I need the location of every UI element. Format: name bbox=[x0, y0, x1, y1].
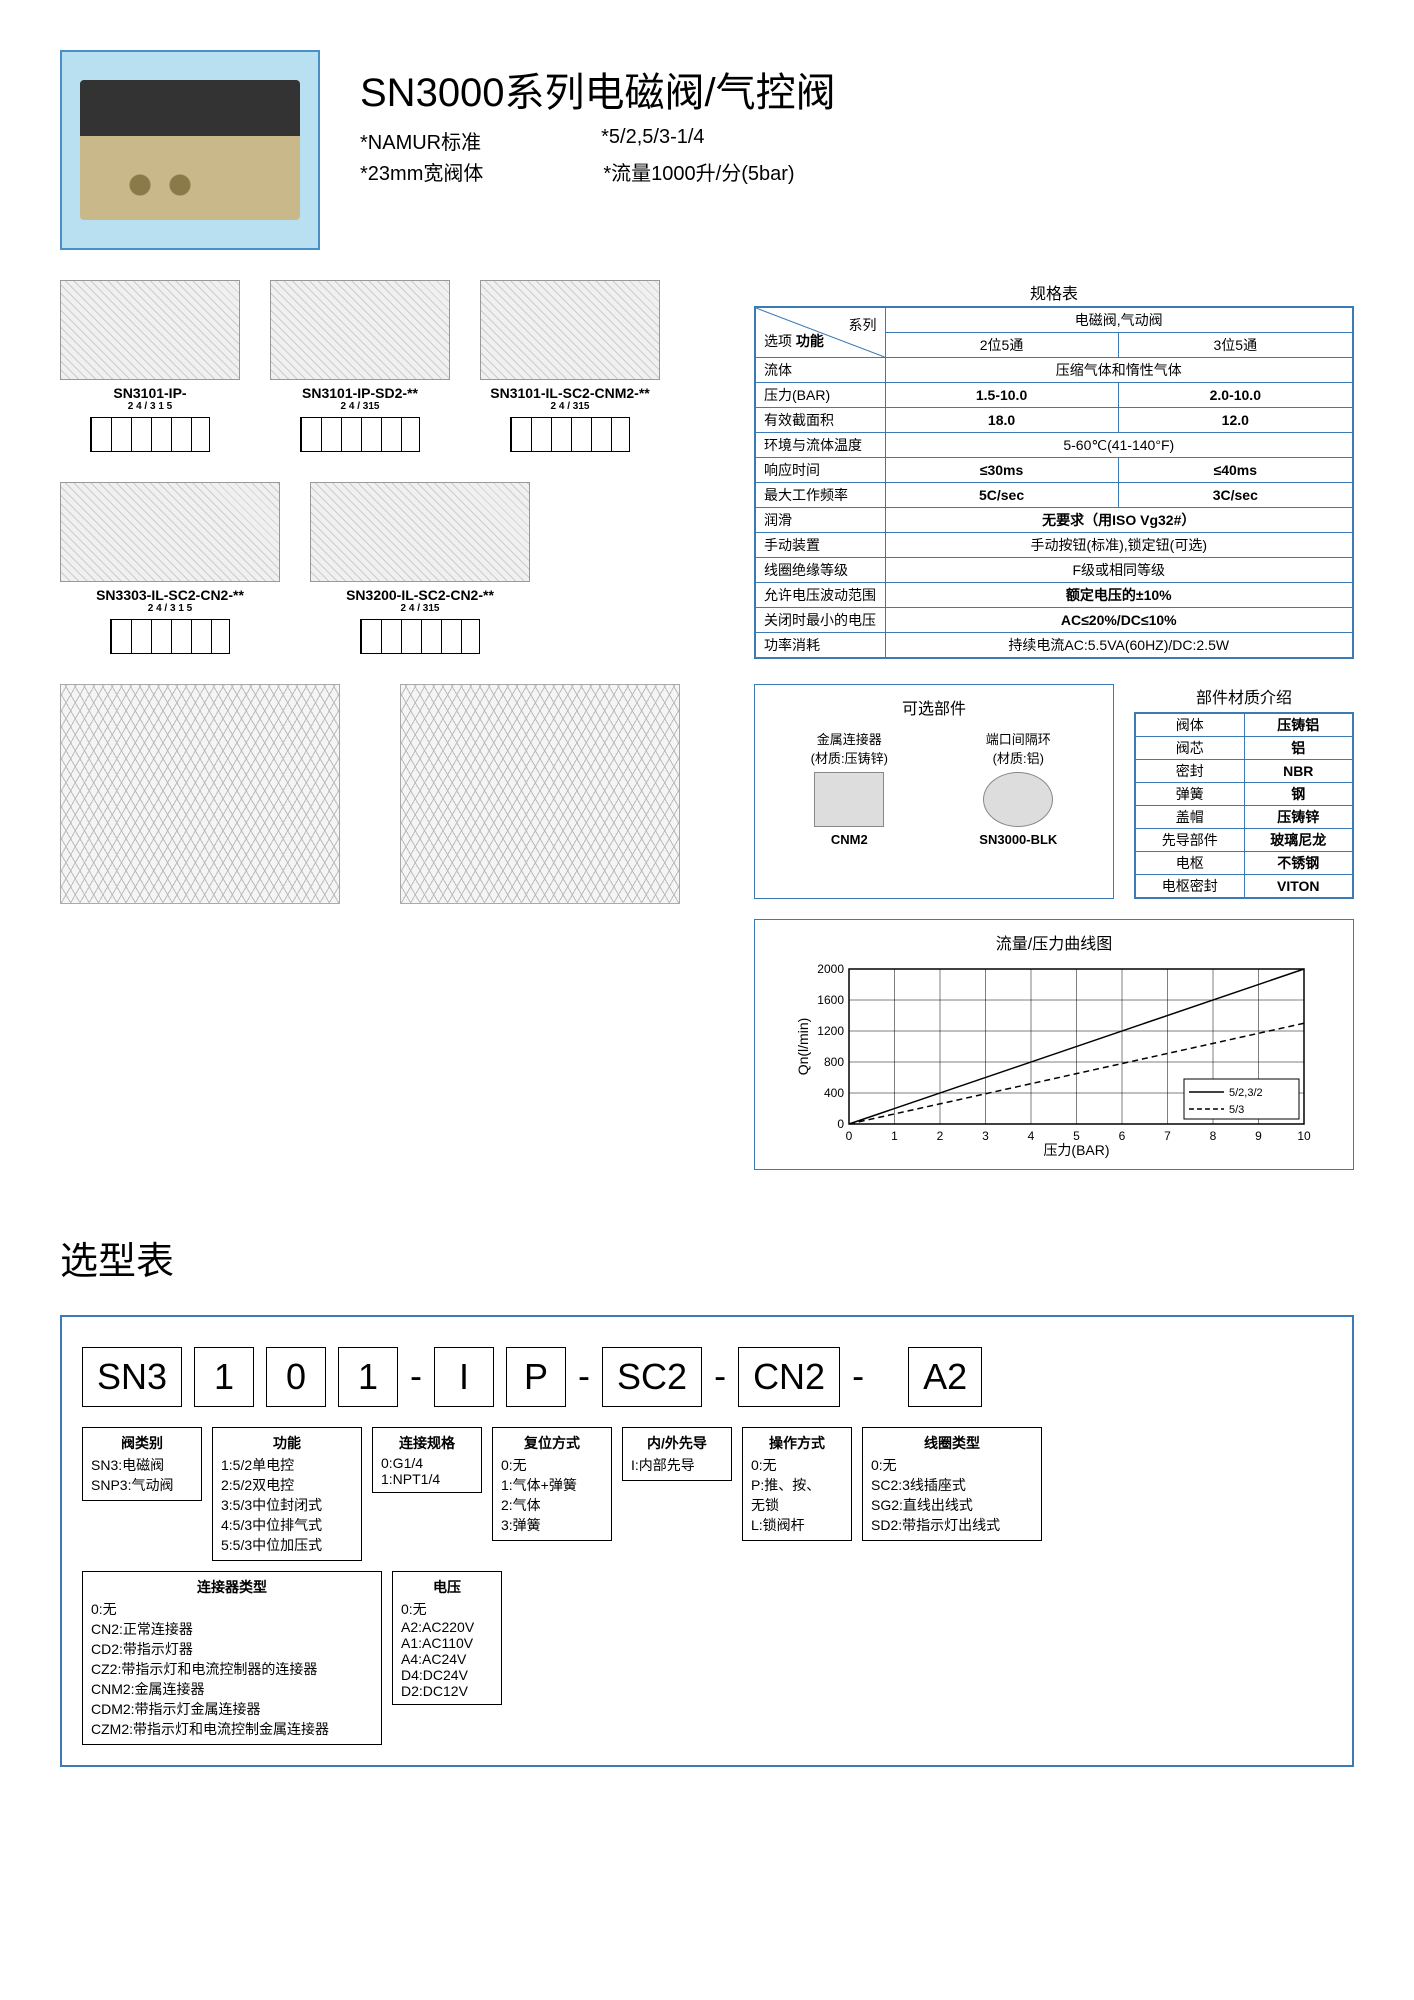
desc-volt: 电压0:无A2:AC220VA1:AC110VA4:AC24VD4:DC24VD… bbox=[392, 1571, 502, 1705]
code-segment: SN3 bbox=[82, 1347, 182, 1407]
svg-text:5/2,3/2: 5/2,3/2 bbox=[1229, 1087, 1263, 1099]
valve-variant: SN3101-IL-SC2-CNM2-**2 4 / 315 bbox=[480, 280, 660, 452]
desc-operate: 操作方式0:无P:推、按、 无锁L:锁阀杆 bbox=[742, 1427, 852, 1541]
svg-text:2: 2 bbox=[937, 1129, 944, 1143]
code-segment: I bbox=[434, 1347, 494, 1407]
svg-text:400: 400 bbox=[824, 1086, 844, 1100]
code-segment: SC2 bbox=[602, 1347, 702, 1407]
valve-variant: SN3200-IL-SC2-CN2-**2 4 / 315 bbox=[310, 482, 530, 654]
selection-title: 选型表 bbox=[60, 1230, 1354, 1285]
selection-diagram: SN3101-IP-SC2-CN2-A2 阀类别SN3:电磁阀SNP3:气动阀功… bbox=[60, 1315, 1354, 1767]
product-photo bbox=[60, 50, 320, 250]
svg-text:10: 10 bbox=[1297, 1129, 1311, 1143]
assembly-drawing bbox=[400, 684, 680, 904]
subtitle: *NAMUR标准 bbox=[360, 126, 481, 155]
code-segment: 1 bbox=[194, 1347, 254, 1407]
material-table: 部件材质介绍 阀体压铸铝阀芯铝密封NBR弹簧钢盖帽压铸锌先导部件玻璃尼龙电枢不锈… bbox=[1134, 684, 1354, 899]
valve-variant: SN3101-IP-SD2-**2 4 / 315 bbox=[270, 280, 450, 452]
code-segment: 1 bbox=[338, 1347, 398, 1407]
svg-text:8: 8 bbox=[1210, 1129, 1217, 1143]
assembly-drawing bbox=[60, 684, 340, 904]
svg-text:1600: 1600 bbox=[817, 993, 844, 1007]
desc-port: 连接规格0:G1/41:NPT1/4 bbox=[372, 1427, 482, 1493]
desc-conn: 连接器类型0:无CN2:正常连接器CD2:带指示灯器CZ2:带指示灯和电流控制器… bbox=[82, 1571, 382, 1745]
svg-text:6: 6 bbox=[1119, 1129, 1126, 1143]
spec-table: 系列选项 功能电磁阀,气动阀 2位5通3位5通 流体压缩气体和惰性气体压力(BA… bbox=[754, 306, 1354, 659]
svg-text:3: 3 bbox=[982, 1129, 989, 1143]
spec-table-title: 规格表 bbox=[754, 280, 1354, 304]
code-segment: 0 bbox=[266, 1347, 326, 1407]
valve-variant: SN3303-IL-SC2-CN2-**2 4 / 3 1 5 bbox=[60, 482, 280, 654]
svg-text:1: 1 bbox=[891, 1129, 898, 1143]
svg-text:4: 4 bbox=[1028, 1129, 1035, 1143]
code-segment: A2 bbox=[908, 1347, 982, 1407]
svg-text:9: 9 bbox=[1255, 1129, 1262, 1143]
subtitle: *流量1000升/分(5bar) bbox=[603, 157, 794, 186]
flow-pressure-chart: 流量/压力曲线图 0123456789100400800120016002000… bbox=[754, 919, 1354, 1170]
svg-text:800: 800 bbox=[824, 1055, 844, 1069]
svg-text:0: 0 bbox=[846, 1129, 853, 1143]
code-segment: CN2 bbox=[738, 1347, 840, 1407]
desc-coil: 线圈类型0:无SC2:3线插座式SG2:直线出线式SD2:带指示灯出线式 bbox=[862, 1427, 1042, 1541]
subtitle: *5/2,5/3-1/4 bbox=[601, 126, 704, 155]
svg-text:5: 5 bbox=[1073, 1129, 1080, 1143]
optional-parts-box: 可选部件 金属连接器(材质:压铸锌)CNM2 端口间隔环(材质:铝)SN3000… bbox=[754, 684, 1114, 899]
svg-text:1200: 1200 bbox=[817, 1024, 844, 1038]
desc-reset: 复位方式0:无1:气体+弹簧2:气体3:弹簧 bbox=[492, 1427, 612, 1541]
svg-text:2000: 2000 bbox=[817, 962, 844, 976]
svg-text:压力(BAR): 压力(BAR) bbox=[1043, 1142, 1109, 1158]
desc-func: 功能1:5/2单电控2:5/2双电控3:5/3中位封闭式4:5/3中位排气式5:… bbox=[212, 1427, 362, 1561]
valve-variant: SN3101-IP-2 4 / 3 1 5 bbox=[60, 280, 240, 452]
desc-pilot: 内/外先导I:内部先导 bbox=[622, 1427, 732, 1481]
svg-text:5/3: 5/3 bbox=[1229, 1104, 1244, 1116]
subtitle: *23mm宽阀体 bbox=[360, 157, 483, 186]
svg-text:Qn(l/min): Qn(l/min) bbox=[795, 1018, 811, 1076]
svg-text:7: 7 bbox=[1164, 1129, 1171, 1143]
svg-text:0: 0 bbox=[837, 1117, 844, 1131]
desc-type: 阀类别SN3:电磁阀SNP3:气动阀 bbox=[82, 1427, 202, 1501]
page-title: SN3000系列电磁阀/气控阀 bbox=[360, 60, 1354, 118]
code-segment: P bbox=[506, 1347, 566, 1407]
